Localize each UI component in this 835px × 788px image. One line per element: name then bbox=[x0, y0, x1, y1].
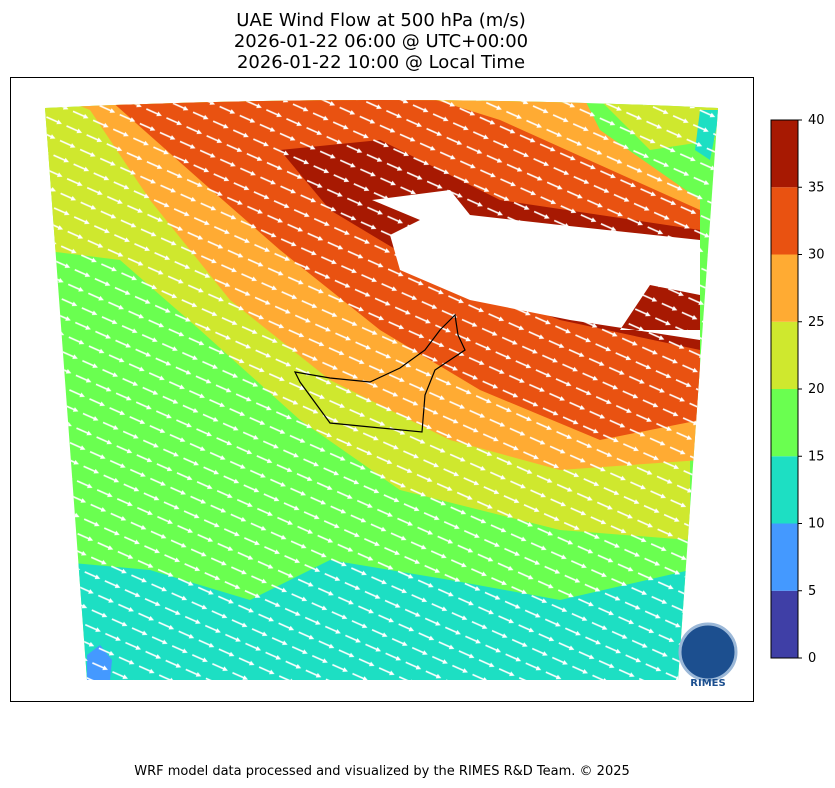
colorbar-tick-label: 35 bbox=[808, 180, 825, 195]
colorbar-segment bbox=[771, 590, 798, 658]
colorbar: 0 5 10 15 20 25 30 35 40 bbox=[770, 113, 825, 666]
colorbar-segment bbox=[771, 523, 798, 591]
colorbar-segment bbox=[771, 187, 798, 255]
colorbar-tick-label: 30 bbox=[808, 248, 825, 263]
colorbar-tick-label: 0 bbox=[808, 651, 816, 666]
colorbar-tick-label: 25 bbox=[808, 315, 825, 330]
title-line: 2026-01-22 10:00 @ Local Time bbox=[237, 52, 525, 73]
logo-text: RIMES bbox=[690, 678, 725, 689]
colorbar-tick-label: 20 bbox=[808, 382, 825, 397]
title-line: 2026-01-22 06:00 @ UTC+00:00 bbox=[234, 31, 528, 52]
title-line: UAE Wind Flow at 500 hPa (m/s) bbox=[236, 10, 525, 31]
colorbar-segment bbox=[771, 321, 798, 389]
colorbar-segment bbox=[771, 389, 798, 457]
colorbar-tick-label: 15 bbox=[808, 449, 825, 464]
footer: WRF model data processed and visualized … bbox=[134, 764, 630, 779]
country-border bbox=[293, 313, 466, 433]
map-frame bbox=[10, 77, 754, 702]
colorbar-segment bbox=[771, 120, 798, 188]
colorbar-segment bbox=[771, 456, 798, 524]
logo: RIMES bbox=[678, 622, 738, 689]
colorbar-tick-label: 5 bbox=[808, 584, 816, 599]
wind-field bbox=[45, 100, 718, 680]
colorbar-tick-label: 40 bbox=[808, 113, 825, 128]
colorbar-segment bbox=[771, 254, 798, 322]
colorbar-tick-label: 10 bbox=[808, 517, 825, 532]
